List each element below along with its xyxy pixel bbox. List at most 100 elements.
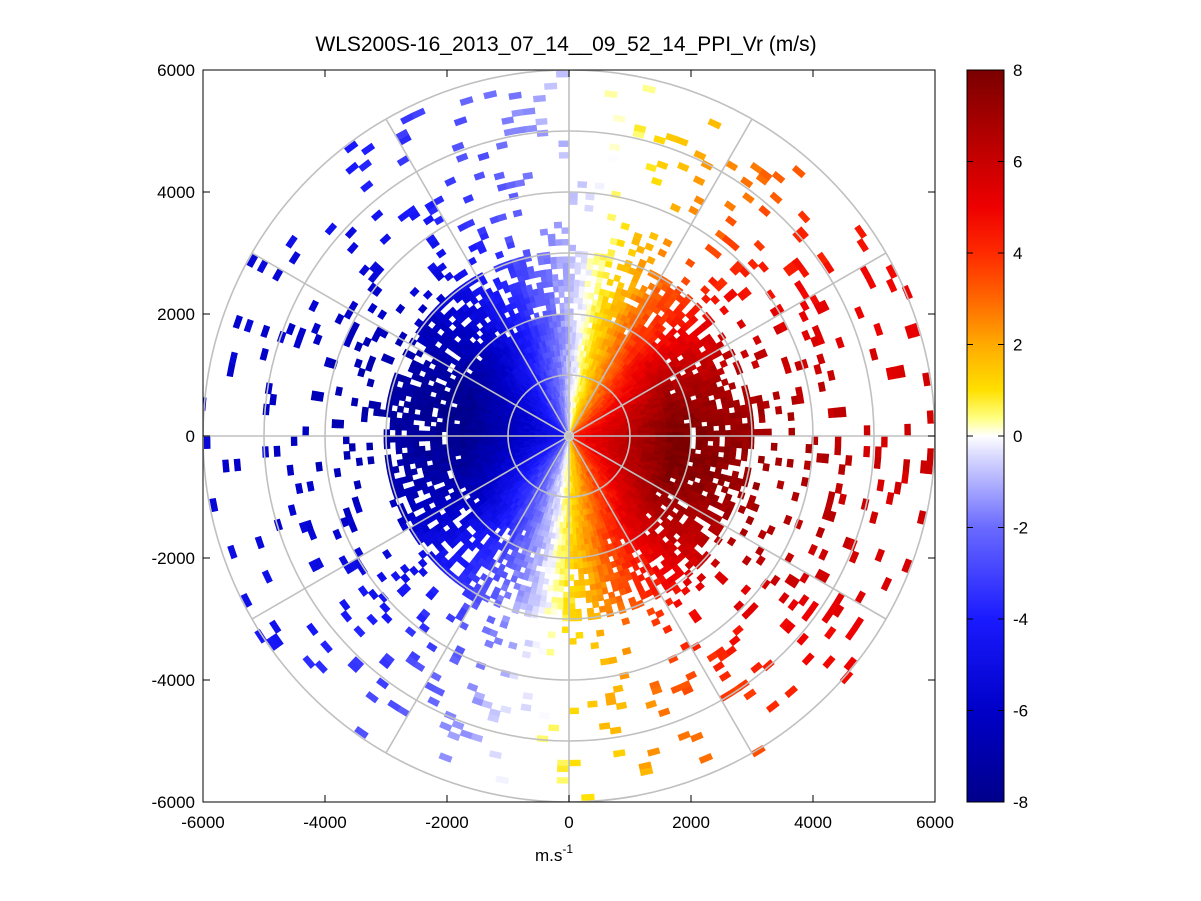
velocity-cell <box>695 426 703 432</box>
velocity-cell <box>750 661 763 674</box>
velocity-cell <box>728 240 740 252</box>
velocity-cell <box>724 441 732 448</box>
velocity-cell <box>741 441 749 449</box>
velocity-cell <box>776 480 785 490</box>
velocity-cell <box>769 191 783 205</box>
velocity-cell <box>552 585 559 593</box>
velocity-cell <box>553 573 560 581</box>
velocity-cell <box>742 429 749 437</box>
velocity-cell <box>568 279 575 287</box>
velocity-cell <box>572 533 577 541</box>
velocity-cell <box>612 114 626 123</box>
velocity-cell <box>904 423 911 437</box>
velocity-cell <box>556 602 564 610</box>
velocity-cell <box>796 394 805 405</box>
velocity-cell <box>562 609 570 616</box>
velocity-cell <box>718 446 726 453</box>
velocity-cell <box>302 426 310 437</box>
velocity-cell <box>395 447 403 455</box>
velocity-cell <box>558 568 565 576</box>
velocity-cell <box>833 407 841 418</box>
velocity-cell <box>222 459 230 473</box>
velocity-cell <box>742 192 755 204</box>
velocity-cell <box>874 548 885 563</box>
velocity-cell <box>568 585 575 593</box>
velocity-cell <box>642 84 657 94</box>
velocity-cell <box>751 502 760 513</box>
velocity-cell <box>766 525 776 536</box>
velocity-cell <box>798 265 810 278</box>
velocity-cell <box>740 410 748 419</box>
velocity-cell <box>656 160 669 170</box>
velocity-cell <box>733 458 742 467</box>
velocity-cell <box>706 651 719 663</box>
velocity-cell <box>839 406 847 418</box>
velocity-cell <box>520 703 532 712</box>
velocity-cell <box>805 443 813 454</box>
velocity-cell <box>755 394 764 404</box>
velocity-cell <box>604 90 618 99</box>
velocity-cell <box>598 722 611 730</box>
velocity-cell <box>710 558 721 569</box>
velocity-cell <box>389 423 397 431</box>
velocity-cell <box>717 413 725 421</box>
velocity-cell <box>729 418 737 426</box>
velocity-cell <box>724 435 732 443</box>
velocity-cell <box>389 435 396 443</box>
velocity-cell <box>869 347 879 361</box>
velocity-cell <box>816 353 826 365</box>
velocity-cell <box>575 631 584 639</box>
velocity-cell <box>765 700 780 713</box>
velocity-cell <box>813 363 823 375</box>
velocity-cell <box>471 696 484 707</box>
velocity-cell <box>838 493 847 505</box>
velocity-cell <box>689 314 699 325</box>
velocity-cell <box>403 400 411 409</box>
velocity-cell <box>571 516 576 523</box>
velocity-cell <box>360 413 368 423</box>
velocity-cell <box>796 632 809 646</box>
velocity-cell <box>568 244 577 252</box>
velocity-cell <box>429 440 437 447</box>
velocity-cell <box>723 413 731 421</box>
velocity-cell <box>683 422 691 429</box>
velocity-cell <box>897 364 906 379</box>
velocity-cell <box>524 639 534 648</box>
velocity-cell <box>758 415 766 424</box>
velocity-cell <box>310 390 319 401</box>
velocity-cell <box>824 626 837 640</box>
velocity-cell <box>447 439 455 445</box>
velocity-cell <box>368 400 376 409</box>
velocity-cell <box>355 457 364 467</box>
velocity-cell <box>596 629 605 637</box>
velocity-cell <box>605 697 617 706</box>
velocity-cell <box>418 445 426 453</box>
velocity-cell <box>333 467 342 478</box>
velocity-cell <box>396 405 405 414</box>
velocity-cell <box>672 598 683 609</box>
velocity-cell <box>881 435 888 448</box>
velocity-cell <box>741 555 752 566</box>
velocity-cell <box>706 415 714 422</box>
velocity-cell <box>729 446 737 454</box>
velocity-cell <box>711 248 722 260</box>
velocity-cell <box>798 310 809 323</box>
velocity-cell <box>401 412 409 420</box>
velocity-cell <box>669 202 682 213</box>
velocity-cell <box>470 438 478 444</box>
velocity-cell <box>885 491 895 505</box>
velocity-cell <box>416 612 427 624</box>
velocity-cell <box>685 258 696 268</box>
velocity-cell <box>757 455 765 464</box>
velocity-cell <box>778 592 790 604</box>
velocity-cell <box>438 752 453 763</box>
velocity-cell <box>577 181 588 189</box>
velocity-cell <box>672 427 680 433</box>
velocity-cell <box>395 429 402 437</box>
velocity-cell <box>406 435 414 443</box>
velocity-cell <box>873 457 882 470</box>
velocity-cell <box>719 359 728 369</box>
velocity-cell <box>453 423 461 429</box>
velocity-cell <box>582 567 589 575</box>
velocity-cell <box>545 648 555 656</box>
